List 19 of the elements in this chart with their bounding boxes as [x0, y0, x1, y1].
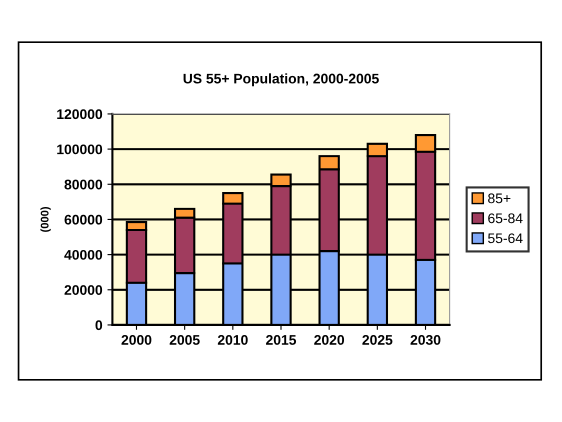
x-tick-label: 2005	[170, 335, 200, 345]
x-tick-label: 2025	[362, 335, 392, 345]
y-tick-label: 0	[96, 320, 102, 330]
x-tick-label: 2000	[122, 335, 152, 345]
y-tick-label: 120000	[57, 109, 102, 120]
legend-label: 55-64	[488, 233, 523, 244]
y-tick-label: 40000	[64, 250, 102, 260]
x-tick-label: 2010	[218, 335, 248, 345]
x-tick-label: 2020	[314, 335, 344, 345]
y-tick-label: 80000	[64, 180, 102, 190]
y-tick-label: 20000	[64, 285, 102, 295]
legend-label: 65-84	[488, 213, 523, 224]
legend-label: 85+	[488, 193, 510, 204]
chart-title: US 55+ Population, 2000-2005	[184, 73, 379, 86]
y-axis-title: (000)	[40, 207, 51, 232]
y-tick-label: 100000	[57, 144, 102, 154]
y-tick-label: 60000	[64, 214, 102, 225]
x-tick-label: 2015	[266, 335, 296, 345]
x-tick-label: 2030	[410, 335, 440, 345]
